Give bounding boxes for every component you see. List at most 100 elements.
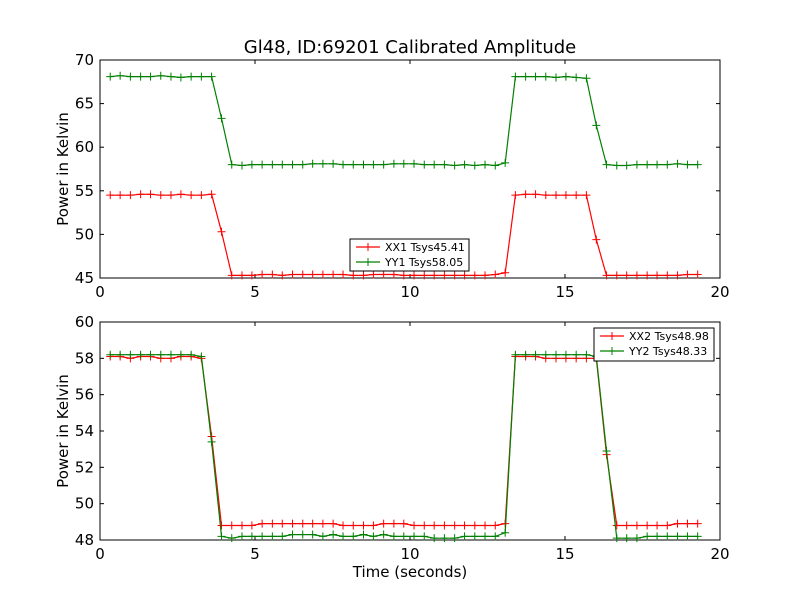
data-point xyxy=(339,532,348,541)
data-point xyxy=(643,532,652,541)
data-point xyxy=(126,72,135,81)
bottom-panel: 0 5 10 15 20 48 50 52 54 56 58 60 Power in Kelvin Tim… xyxy=(54,313,730,581)
data-point xyxy=(410,271,419,280)
data-point xyxy=(420,271,429,280)
y-tick-label: 60 xyxy=(75,313,94,331)
data-point xyxy=(481,532,490,541)
legend-label: XX2 Tsys48.98 xyxy=(629,330,709,343)
x-tick-label: 20 xyxy=(710,545,729,563)
data-point xyxy=(359,160,368,169)
data-point xyxy=(430,271,439,280)
data-point xyxy=(268,160,277,169)
x-tick-label: 5 xyxy=(250,283,260,301)
data-point xyxy=(531,190,540,199)
data-point xyxy=(156,191,165,200)
legend-marker xyxy=(364,243,372,251)
data-point xyxy=(420,532,429,541)
data-point xyxy=(440,534,449,543)
data-point xyxy=(511,350,520,359)
data-point xyxy=(349,271,358,280)
y-tick-label: 45 xyxy=(75,269,94,287)
data-point xyxy=(552,73,561,82)
y-tick-label: 65 xyxy=(75,95,94,113)
data-point xyxy=(339,270,348,279)
data-point xyxy=(531,72,540,81)
data-point xyxy=(389,532,398,541)
data-point xyxy=(521,350,530,359)
legend-box xyxy=(349,238,470,272)
y-tick-label: 60 xyxy=(75,138,94,156)
legend-label: YY2 Tsys48.33 xyxy=(628,345,707,358)
top-panel: 0 5 10 15 20 45 50 55 60 65 70 Power in Kelvin XX1 T… xyxy=(54,51,730,301)
data-point xyxy=(521,72,530,81)
data-point xyxy=(470,271,479,280)
data-point xyxy=(146,72,155,81)
data-point xyxy=(227,160,236,169)
data-point xyxy=(339,160,348,169)
data-point xyxy=(258,519,267,528)
data-point xyxy=(673,519,682,528)
data-point xyxy=(288,530,297,539)
data-point xyxy=(298,530,307,539)
data-point xyxy=(318,519,327,528)
data-point xyxy=(278,532,287,541)
data-point xyxy=(136,350,145,359)
data-point xyxy=(460,532,469,541)
data-point xyxy=(622,534,631,543)
data-point xyxy=(693,160,702,169)
data-point xyxy=(379,160,388,169)
data-point xyxy=(359,530,368,539)
data-point xyxy=(369,160,378,169)
data-point xyxy=(450,271,459,280)
data-point xyxy=(197,352,206,361)
data-point xyxy=(481,271,490,280)
data-point xyxy=(470,521,479,530)
data-point xyxy=(329,519,338,528)
data-point xyxy=(683,519,692,528)
data-point xyxy=(308,159,317,168)
data-point xyxy=(460,521,469,530)
data-point xyxy=(217,114,226,123)
data-point xyxy=(126,350,135,359)
data-point xyxy=(491,270,500,279)
data-point xyxy=(653,271,662,280)
data-point xyxy=(247,521,256,530)
data-point xyxy=(582,191,591,200)
data-point xyxy=(187,191,196,200)
data-point xyxy=(582,350,591,359)
data-point xyxy=(470,532,479,541)
data-point xyxy=(561,350,570,359)
data-point xyxy=(156,71,165,80)
data-point xyxy=(410,532,419,541)
data-point xyxy=(582,74,591,83)
data-point xyxy=(318,270,327,279)
data-point xyxy=(136,72,145,81)
legend-marker xyxy=(608,332,616,340)
data-point xyxy=(308,530,317,539)
figure-title: Gl48, ID:69201 Calibrated Amplitude xyxy=(244,37,577,58)
legend-label: YY1 Tsys58.05 xyxy=(384,256,463,269)
data-point xyxy=(207,437,216,446)
data-point xyxy=(612,161,621,170)
data-point xyxy=(369,270,378,279)
data-point xyxy=(247,532,256,541)
data-point xyxy=(217,521,226,530)
data-point xyxy=(227,534,236,543)
data-point xyxy=(268,532,277,541)
data-point xyxy=(541,72,550,81)
data-point xyxy=(643,271,652,280)
data-point xyxy=(237,532,246,541)
data-point xyxy=(572,350,581,359)
data-point xyxy=(166,350,175,359)
data-point xyxy=(632,521,641,530)
data-point xyxy=(176,73,185,82)
y-tick-label: 58 xyxy=(75,349,94,367)
data-point xyxy=(217,227,226,236)
data-point xyxy=(430,534,439,543)
data-point xyxy=(237,271,246,280)
data-point xyxy=(116,350,125,359)
data-point xyxy=(612,534,621,543)
data-point xyxy=(592,235,601,244)
data-point xyxy=(420,160,429,169)
data-point xyxy=(481,521,490,530)
